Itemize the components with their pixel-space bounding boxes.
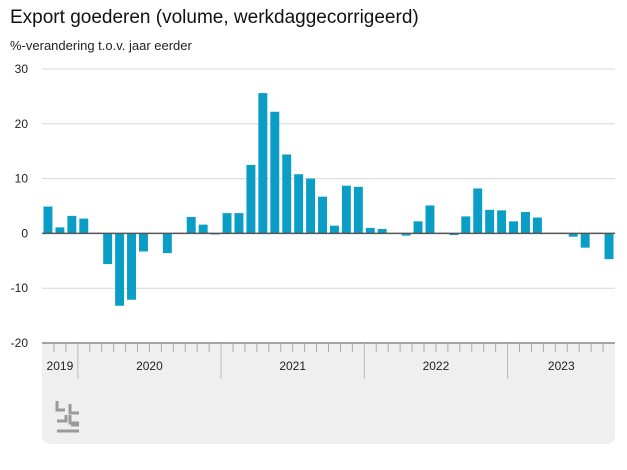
bar bbox=[162, 233, 172, 254]
x-year-label: 2021 bbox=[279, 359, 306, 373]
cbs-logo-icon bbox=[55, 401, 79, 433]
bar bbox=[341, 185, 351, 234]
y-tick-label: 20 bbox=[15, 117, 29, 131]
bar bbox=[115, 233, 125, 306]
bar bbox=[497, 210, 507, 234]
bar bbox=[604, 233, 614, 260]
bar bbox=[234, 213, 244, 234]
bar bbox=[353, 186, 363, 234]
chart-title: Export goederen (volume, werkdaggecorrig… bbox=[10, 7, 419, 28]
bar bbox=[532, 217, 542, 234]
bar bbox=[294, 174, 304, 234]
bar bbox=[568, 233, 578, 237]
bar bbox=[55, 227, 65, 234]
y-axis-label: %-verandering t.o.v. jaar eerder bbox=[10, 38, 192, 53]
bar bbox=[222, 213, 232, 234]
bar bbox=[103, 233, 113, 265]
bar bbox=[413, 221, 423, 234]
bar bbox=[127, 233, 136, 300]
bar bbox=[282, 154, 292, 234]
bar bbox=[509, 221, 518, 234]
y-tick-label: -20 bbox=[11, 336, 29, 350]
bar bbox=[198, 224, 208, 234]
bar bbox=[377, 229, 387, 234]
bar bbox=[485, 209, 495, 234]
x-year-label: 2020 bbox=[136, 359, 163, 373]
bar bbox=[425, 205, 435, 234]
bar bbox=[580, 233, 590, 248]
bar bbox=[306, 178, 316, 234]
bar bbox=[270, 111, 280, 234]
bar bbox=[79, 218, 89, 234]
x-year-label: 2019 bbox=[47, 359, 74, 373]
bar bbox=[521, 212, 530, 234]
y-tick-label: 10 bbox=[15, 172, 29, 186]
bar bbox=[401, 233, 411, 236]
bar bbox=[461, 216, 471, 234]
y-tick-label: 30 bbox=[15, 62, 29, 76]
x-year-label: 2022 bbox=[423, 359, 450, 373]
bar bbox=[258, 93, 268, 234]
y-tick-label: -10 bbox=[11, 281, 29, 295]
bar bbox=[43, 206, 53, 234]
bar bbox=[330, 225, 339, 234]
bar bbox=[186, 216, 196, 234]
bar bbox=[139, 233, 148, 252]
bar bbox=[246, 164, 256, 234]
bar bbox=[67, 215, 77, 234]
y-tick-label: 0 bbox=[21, 226, 28, 240]
logo-area bbox=[42, 380, 615, 444]
x-year-label: 2023 bbox=[548, 359, 575, 373]
bar bbox=[449, 233, 459, 236]
bar bbox=[318, 196, 327, 234]
bar bbox=[473, 188, 483, 234]
bar bbox=[365, 227, 375, 234]
